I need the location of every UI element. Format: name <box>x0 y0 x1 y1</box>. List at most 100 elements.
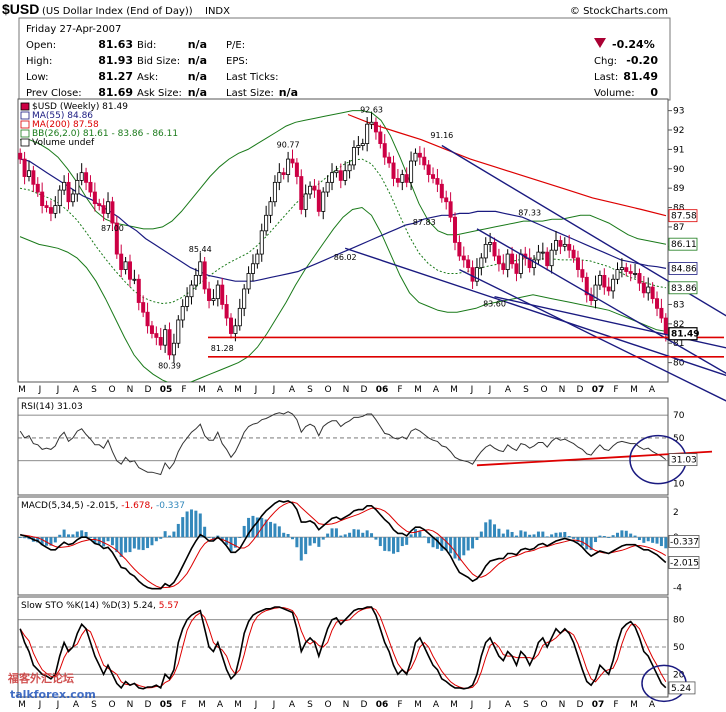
candle-body <box>580 269 585 278</box>
quote-label: Ask: <box>137 72 158 83</box>
macd-hist-bar <box>523 531 527 538</box>
macd-hist-bar <box>185 511 189 538</box>
candle-body <box>637 273 642 284</box>
rsi-tick-label: 10 <box>673 480 685 490</box>
macd-hist-bar <box>637 537 641 541</box>
x-axis-label: A <box>73 700 80 710</box>
macd-hist-bar <box>383 537 387 551</box>
quote-label: Last: <box>594 72 618 83</box>
macd-hist-bar <box>150 537 154 546</box>
quote-value: 81.69 <box>98 86 133 99</box>
candle-body <box>92 191 97 205</box>
candle-body <box>31 170 36 185</box>
quote-label: EPS: <box>226 56 248 67</box>
stoch-title-k: 5.24, <box>133 601 159 611</box>
candle-body <box>431 174 436 179</box>
price-tick-label: 87 <box>673 223 684 233</box>
candle-body <box>422 156 427 166</box>
candle-body <box>281 172 286 175</box>
candle-body <box>180 306 185 321</box>
candle-body <box>167 329 172 356</box>
macd-hist-bar <box>400 537 404 547</box>
macd-hist-bar <box>247 517 251 538</box>
candle-body <box>417 152 422 158</box>
macd-hist-bar <box>146 537 150 549</box>
candle-body <box>325 181 330 193</box>
candle-body <box>316 189 321 212</box>
x-axis-label: S <box>307 700 313 710</box>
rsi-panel: RSI(14) 31.031030507031.03 <box>17 397 713 496</box>
candle-body <box>286 158 291 175</box>
candle-body <box>483 243 488 259</box>
macd-hist-bar <box>242 525 246 538</box>
price-tick-label: 88 <box>673 204 685 214</box>
macd-hist-bar <box>479 531 483 538</box>
price-annotation: 81.28 <box>211 344 234 353</box>
macd-hist-bar <box>545 536 549 538</box>
macd-hist-bar <box>132 537 136 549</box>
macd-hist-bar <box>356 529 360 538</box>
candle-body <box>435 178 440 185</box>
x-axis-label: S <box>307 385 313 395</box>
candle-body <box>536 251 541 261</box>
macd-hist-bar <box>67 534 71 538</box>
macd-hist-bar <box>611 535 615 538</box>
candle-body <box>242 288 247 309</box>
macd-hist-bar <box>172 531 176 538</box>
x-axis-label: O <box>540 700 547 710</box>
candle-body <box>510 253 515 265</box>
candle-body <box>466 259 471 269</box>
candle-body <box>575 257 580 270</box>
trendline <box>459 268 726 402</box>
candle-body <box>387 156 392 164</box>
candle-body <box>246 273 251 290</box>
legend-entry: BB(26,2.0) 81.61 - 83.86 - 86.11 <box>32 129 178 139</box>
macd-hist-bar <box>198 513 202 538</box>
candle-body <box>633 273 638 275</box>
x-axis-label: M <box>198 385 206 395</box>
candle-body <box>413 152 418 162</box>
macd-hist-bar <box>550 534 554 538</box>
macd-hist-bar <box>40 537 44 546</box>
candle-body <box>382 143 387 158</box>
x-axis-label: J <box>56 385 60 395</box>
macd-hist-bar <box>536 531 540 538</box>
change-percent: -0.24% <box>612 38 655 51</box>
down-arrow-icon <box>594 38 606 48</box>
candle-body <box>391 162 396 179</box>
macd-line <box>19 499 667 590</box>
candle-body <box>149 325 154 334</box>
macd-hist-bar <box>159 537 163 539</box>
x-axis-label: A <box>433 700 440 710</box>
candle-body <box>154 333 159 338</box>
macd-hist-bar <box>457 537 461 561</box>
x-axis-label: D <box>361 385 368 395</box>
x-axis-label: M <box>450 700 458 710</box>
price-tick-label: 92 <box>673 126 684 136</box>
price-tick-label: 89 <box>673 184 685 194</box>
candle-body <box>378 131 383 144</box>
macd-hist-bar <box>80 530 84 538</box>
x-axis-label: N <box>559 385 566 395</box>
macd-hist-bar <box>541 531 545 538</box>
candle-body <box>650 286 655 300</box>
candle-body <box>215 284 220 300</box>
macd-right-label: -0.337 <box>670 537 699 547</box>
candle-body <box>101 205 106 214</box>
macd-hist-bar <box>168 535 172 538</box>
macd-hist-bar <box>444 537 448 551</box>
macd-hist-bar <box>299 537 303 561</box>
quote-label: Low: <box>26 72 49 83</box>
legend-swatch <box>20 102 30 111</box>
quote-value: 81.63 <box>98 38 133 51</box>
candle-body <box>351 147 356 166</box>
x-axis-label: M <box>198 700 206 710</box>
macd-hist-bar <box>18 537 22 539</box>
x-axis-label: 07 <box>592 385 605 395</box>
macd-hist-bar <box>554 532 558 538</box>
candle-body <box>545 251 550 267</box>
legend-entry: MA(200) 87.58 <box>32 120 99 130</box>
x-axis-label: D <box>577 385 584 395</box>
macd-hist-bar <box>602 535 606 538</box>
candle-body <box>444 197 449 203</box>
